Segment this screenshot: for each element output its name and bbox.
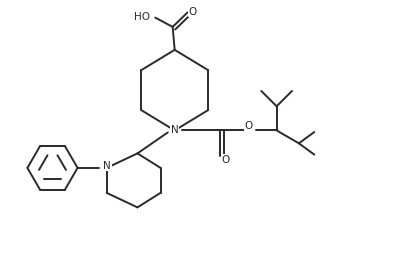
Text: O: O xyxy=(188,7,196,17)
Text: N: N xyxy=(171,125,178,135)
Text: HO: HO xyxy=(134,12,150,22)
Text: O: O xyxy=(221,155,229,165)
Text: O: O xyxy=(244,121,252,131)
Text: N: N xyxy=(103,161,111,171)
